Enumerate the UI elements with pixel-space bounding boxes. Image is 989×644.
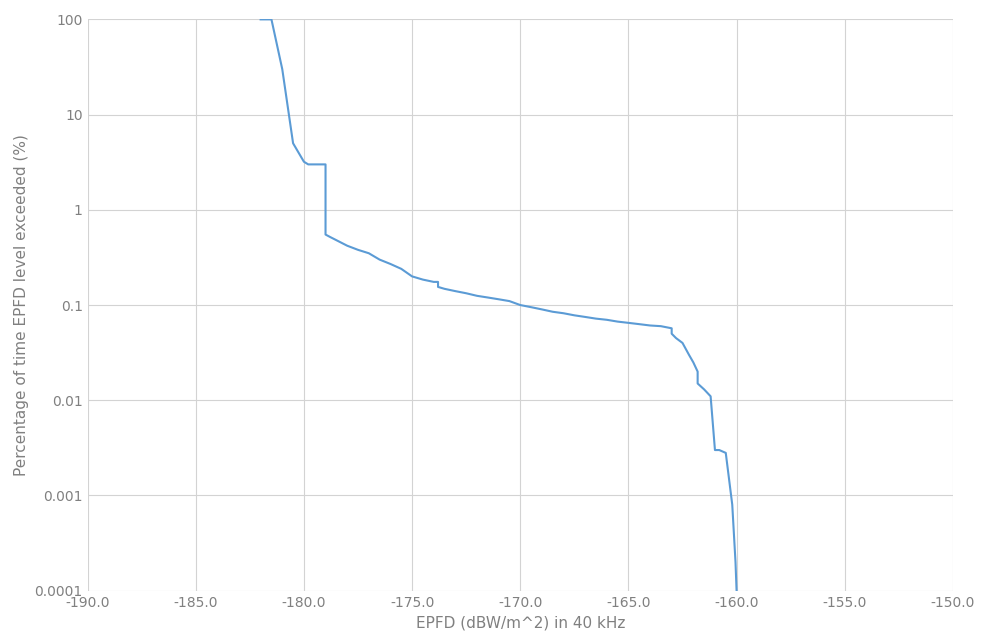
X-axis label: EPFD (dBW/m^2) in 40 kHz: EPFD (dBW/m^2) in 40 kHz [415,615,625,630]
Y-axis label: Percentage of time EPFD level exceeded (%): Percentage of time EPFD level exceeded (… [14,134,29,476]
